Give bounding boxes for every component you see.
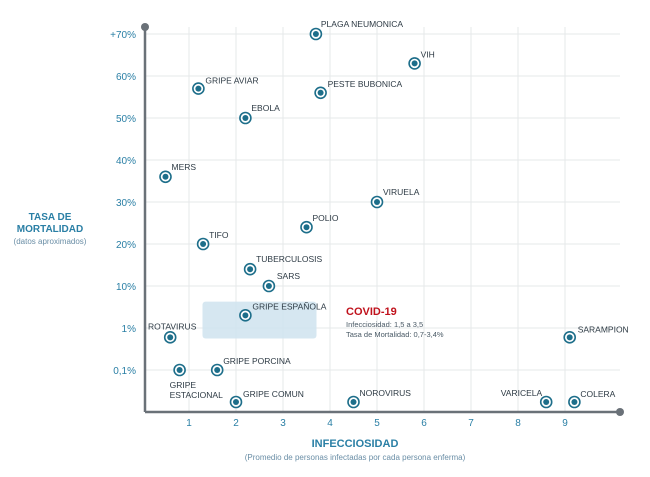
point-label: PESTE BUBONICA xyxy=(328,79,403,89)
point-plaga-neumonica: PLAGA NEUMONICA xyxy=(309,19,404,41)
covid-highlight-layer xyxy=(202,301,317,339)
point-rotavirus: ROTAVIRUS xyxy=(148,321,197,344)
y-tick-label: 0,1% xyxy=(113,366,136,377)
y-tick-label: 30% xyxy=(116,198,136,209)
point-gripe-espanola: GRIPE ESPAÑOLA xyxy=(239,301,327,322)
x-tick-label: 5 xyxy=(374,418,380,429)
y-tick-label: 60% xyxy=(116,72,136,83)
marker-dot xyxy=(411,60,418,67)
marker-dot xyxy=(176,367,183,373)
marker-dot xyxy=(543,399,550,405)
point-varicela: VARICELA xyxy=(501,388,553,409)
point-label: VIH xyxy=(421,49,435,59)
marker-dot xyxy=(374,199,380,205)
y-tick-label: 10% xyxy=(116,282,136,293)
marker-dot xyxy=(247,266,254,273)
point-tuberculosis: TUBERCULOSIS xyxy=(243,254,323,276)
y-axis-subtitle: (datos aproximados) xyxy=(13,237,87,246)
x-axis-title: INFECCIOSIDAD xyxy=(311,438,399,450)
point-gripe-aviar: GRIPE AVIAR xyxy=(192,76,259,95)
point-label: SARS xyxy=(277,271,300,281)
x-tick-label: 2 xyxy=(233,418,239,429)
point-label: PLAGA NEUMONICA xyxy=(321,19,404,29)
marker-dot xyxy=(242,115,249,121)
x-axis-subtitle: (Promedio de personas infectadas por cad… xyxy=(244,453,466,462)
marker-dot xyxy=(242,312,249,319)
point-peste-bubonica: PESTE BUBONICA xyxy=(314,79,403,100)
x-tick-label: 1 xyxy=(186,418,192,429)
point-mers: MERS xyxy=(159,162,197,184)
point-colera: COLERA xyxy=(568,389,616,409)
point-label: ESTACIONAL xyxy=(170,390,223,400)
marker-dot xyxy=(265,283,272,289)
point-label: COLERA xyxy=(580,389,615,399)
y-tick-label: 50% xyxy=(116,114,136,125)
point-label: GRIPE ESPAÑOLA xyxy=(252,301,326,311)
covid-highlight-band xyxy=(202,301,317,339)
x-tick-label: 8 xyxy=(515,418,521,429)
x-tick-label: 3 xyxy=(280,418,286,429)
point-label: TIFO xyxy=(209,230,229,240)
point-label: NOROVIRUS xyxy=(360,388,412,398)
marker-dot xyxy=(200,241,207,247)
point-viruela: VIRUELA xyxy=(370,187,420,209)
point-polio: POLIO xyxy=(300,213,339,234)
point-label: EBOLA xyxy=(251,103,280,113)
x-tick-label: 6 xyxy=(421,418,427,429)
point-label: VARICELA xyxy=(501,388,543,398)
y-tick-label: 20% xyxy=(116,240,136,251)
point-label: MERS xyxy=(172,162,197,172)
point-label: TUBERCULOSIS xyxy=(256,254,322,264)
marker-dot xyxy=(312,31,319,37)
marker-dot xyxy=(214,367,221,373)
covid-infecciosidad: Infecciosidad: 1,5 a 3,5 xyxy=(346,320,424,329)
marker-dot xyxy=(571,399,578,405)
point-gripe-comun: GRIPE COMUN xyxy=(229,389,304,409)
point-sars: SARS xyxy=(262,271,300,293)
point-label: GRIPE xyxy=(170,380,197,390)
x-axis-end-dot xyxy=(616,408,624,416)
point-label: GRIPE COMUN xyxy=(243,389,304,399)
covid-mortalidad: Tasa de Mortalidad: 0,7-3,4% xyxy=(346,330,444,339)
marker-dot xyxy=(162,173,169,180)
point-label: GRIPE AVIAR xyxy=(205,76,258,86)
marker-dot xyxy=(167,334,174,341)
marker-dot xyxy=(195,85,202,92)
point-label: VIRUELA xyxy=(383,187,420,197)
x-tick-label: 9 xyxy=(562,418,568,429)
covid-label: COVID-19 xyxy=(346,306,397,318)
y-tick-label: +70% xyxy=(110,30,136,41)
point-label: SARAMPION xyxy=(578,324,629,334)
marker-dot xyxy=(566,334,573,341)
axes xyxy=(141,23,624,416)
point-label: ROTAVIRUS xyxy=(148,321,197,331)
x-tick-labels: 1 2 3 4 5 6 7 8 9 xyxy=(186,418,568,429)
y-tick-label: 1% xyxy=(122,324,137,335)
marker-dot xyxy=(233,399,239,405)
y-axis-end-dot xyxy=(141,23,149,31)
marker-dot xyxy=(350,399,357,405)
point-norovirus: NOROVIRUS xyxy=(347,388,412,409)
point-label: POLIO xyxy=(313,213,339,223)
point-ebola: EBOLA xyxy=(239,103,280,125)
point-sarampion: SARAMPION xyxy=(563,324,629,344)
point-label: GRIPE PORCINA xyxy=(223,356,291,366)
marker-dot xyxy=(317,89,324,96)
y-tick-labels: +70% 60% 50% 40% 30% 20% 10% 1% 0,1% xyxy=(110,30,136,377)
point-tifo: TIFO xyxy=(196,230,229,251)
x-tick-label: 4 xyxy=(327,418,333,429)
y-tick-label: 40% xyxy=(116,156,136,167)
marker-dot xyxy=(303,224,310,231)
point-gripe-porcina: GRIPE PORCINA xyxy=(210,356,291,377)
x-tick-label: 7 xyxy=(468,418,474,429)
y-axis-title: TASA DE MORTALIDAD xyxy=(16,212,84,235)
grid-lines xyxy=(145,27,620,412)
data-points: PLAGA NEUMONICA VIH GRIPE AVIAR PESTE BUBON… xyxy=(148,19,629,409)
point-vih: VIH xyxy=(408,49,435,70)
